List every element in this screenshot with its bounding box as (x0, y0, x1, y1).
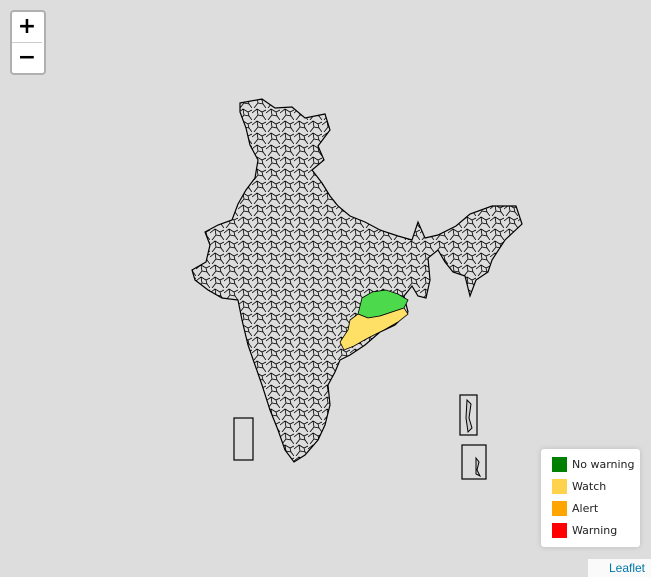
mainland-india[interactable] (191, 98, 523, 463)
attribution: Leaflet (587, 559, 651, 577)
andaman-inset[interactable] (459, 394, 478, 436)
legend-swatch-no-warning (552, 456, 567, 472)
legend-label-no-warning: No warning (572, 457, 635, 471)
zoom-out-button[interactable]: − (12, 42, 42, 73)
legend-swatch-watch (552, 478, 567, 494)
legend-item-warning: Warning (552, 522, 617, 538)
zoom-control: + − (10, 10, 46, 75)
zoom-in-button[interactable]: + (17, 14, 37, 39)
leaflet-link[interactable]: Leaflet (608, 561, 645, 575)
legend-label-alert: Alert (572, 501, 599, 515)
legend-item-alert: Alert (552, 500, 598, 516)
nicobar-islands[interactable] (475, 456, 482, 478)
legend: No warning Watch Alert Warning (541, 449, 640, 547)
legend-item-no-warning: No warning (552, 456, 635, 472)
legend-label-warning: Warning (572, 523, 618, 537)
legend-item-watch: Watch (552, 478, 606, 494)
nicobar-inset[interactable] (461, 444, 487, 480)
andaman-islands[interactable] (465, 398, 473, 434)
legend-swatch-alert (552, 500, 567, 516)
region-watch[interactable] (339, 307, 409, 351)
legend-swatch-warning (552, 522, 567, 538)
lakshadweep-inset[interactable] (233, 417, 254, 461)
legend-label-watch: Watch (572, 479, 607, 493)
